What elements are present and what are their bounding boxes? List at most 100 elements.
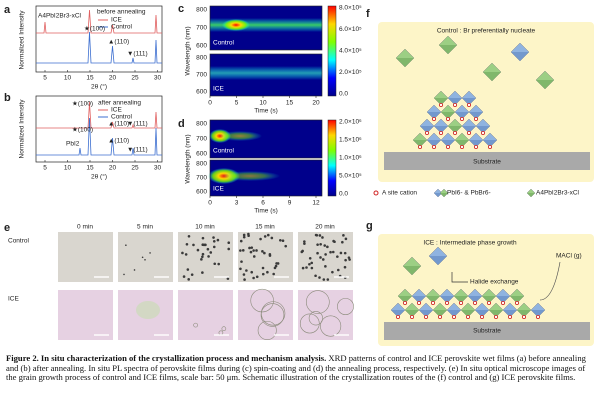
a-site-cation — [444, 300, 449, 305]
grain — [239, 249, 242, 252]
octahedron-shade — [527, 193, 535, 197]
octahedron-shade — [469, 112, 483, 119]
grain — [123, 273, 125, 276]
substrate-label: Substrate — [473, 328, 501, 335]
panel-label: d — [178, 118, 185, 130]
plot-frame — [209, 5, 323, 51]
row-label: Control — [8, 238, 30, 245]
grain — [333, 240, 336, 244]
row-label: Control — [213, 148, 235, 155]
a-site-cation — [480, 130, 485, 135]
grain — [185, 242, 189, 246]
y-tick-label: 700 — [196, 175, 207, 182]
y-axis-label: Wavelength (nm) — [185, 134, 192, 183]
grain — [344, 258, 347, 262]
schematic-title: Control : Br preferentially nucleate — [437, 28, 536, 35]
colorbar-tick-label: 5.0×10⁵ — [339, 173, 362, 180]
octahedron-shade — [433, 310, 447, 317]
legend-entry: A4PbI2Br3-xCl — [536, 190, 580, 197]
grain — [242, 233, 246, 237]
x-tick-label: 15 — [286, 100, 294, 107]
octahedron-shade — [396, 58, 414, 67]
crystals — [390, 246, 546, 319]
x-tick-label: 5 — [43, 165, 47, 172]
grain — [331, 270, 334, 274]
grain — [240, 260, 243, 263]
octahedron-shade — [427, 112, 441, 119]
grain — [243, 278, 246, 281]
grain — [318, 276, 321, 279]
octahedron-shade — [434, 126, 448, 133]
grain — [266, 270, 269, 274]
peak-label: ▼(111) — [127, 147, 148, 154]
octahedron-shade — [398, 296, 412, 303]
octahedron-shade — [448, 98, 462, 105]
grain — [200, 258, 203, 261]
grain — [301, 266, 305, 270]
grain — [344, 237, 348, 241]
x-tick-label: 25 — [131, 75, 139, 82]
grain — [308, 262, 311, 266]
plot-frame — [35, 95, 163, 163]
a-site-cation — [536, 314, 541, 319]
grain — [323, 244, 327, 247]
grain — [336, 268, 340, 272]
grain — [261, 250, 264, 253]
x-tick-label: 0 — [208, 200, 212, 207]
grain — [318, 234, 322, 237]
x-axis-label: 2θ (°) — [91, 173, 107, 181]
grain — [212, 239, 216, 243]
octahedron-shade — [483, 140, 497, 147]
legend-entry: ICE — [111, 17, 123, 24]
grain — [342, 234, 345, 237]
peak-label: ★(100) — [72, 126, 93, 134]
row-label: Control — [213, 40, 235, 47]
grain — [319, 256, 322, 259]
x-tick-label: 12 — [312, 200, 320, 207]
grain — [326, 245, 329, 249]
grain — [226, 277, 230, 280]
grain — [322, 278, 326, 281]
grain — [266, 233, 270, 237]
octahedron-shade — [468, 296, 482, 303]
pl-band — [210, 66, 322, 80]
grain — [255, 249, 258, 252]
x-tick-label: 15 — [86, 165, 94, 172]
grain — [314, 274, 317, 278]
octahedron-shade — [489, 310, 503, 317]
caption-label: Figure 2. In situ characterization of th… — [6, 353, 327, 363]
legend-entry: PbI6- & PbBr6- — [447, 190, 491, 197]
grain — [247, 232, 250, 236]
row-label: ICE — [213, 86, 225, 93]
panel-label: c — [178, 3, 184, 15]
grain — [261, 266, 265, 270]
pl-tail — [218, 131, 262, 141]
a-site-cation — [507, 314, 512, 319]
x-axis-label: Time (s) — [254, 208, 278, 215]
schematic-title: ICE : Intermediate phase growth — [423, 240, 517, 247]
y-tick-label: 600 — [196, 151, 207, 158]
grain — [275, 262, 278, 265]
octahedron-shade — [403, 266, 421, 275]
schematic-box — [378, 234, 594, 346]
colorbar-tick-label: 4.0×10⁵ — [339, 48, 362, 55]
a-site-cation — [452, 130, 457, 135]
grain — [212, 245, 216, 249]
panel-label: f — [366, 8, 370, 20]
grain — [192, 243, 195, 247]
grain — [239, 239, 243, 243]
x-tick-label: 10 — [259, 100, 267, 107]
grain — [303, 240, 306, 243]
grain — [343, 251, 347, 255]
grain — [187, 235, 191, 238]
a-site-cation — [515, 300, 520, 305]
grain — [227, 247, 231, 251]
x-tick-label: 20 — [109, 75, 117, 82]
column-label: 15 min — [255, 224, 275, 231]
grain — [305, 290, 330, 314]
colorbar-tick-label: 6.0×10⁵ — [339, 26, 362, 33]
grain — [250, 270, 254, 274]
a-site-cation — [409, 314, 414, 319]
grain — [257, 320, 277, 340]
a-site-cation — [473, 144, 478, 149]
